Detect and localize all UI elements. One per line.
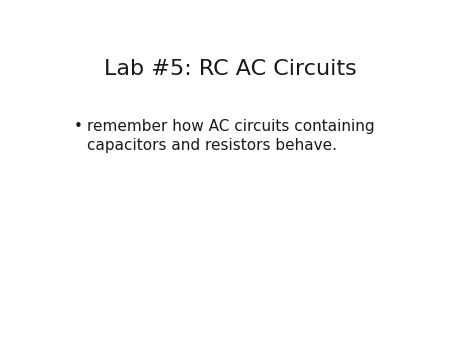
Text: •: • (74, 119, 82, 134)
Text: remember how AC circuits containing
capacitors and resistors behave.: remember how AC circuits containing capa… (87, 119, 374, 153)
Text: Lab #5: RC AC Circuits: Lab #5: RC AC Circuits (104, 59, 357, 79)
